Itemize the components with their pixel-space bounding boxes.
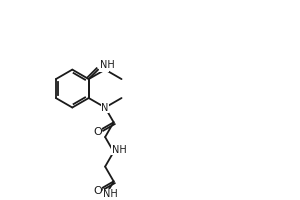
Text: N: N — [101, 103, 109, 113]
Text: NH: NH — [100, 60, 114, 70]
Text: NH: NH — [112, 145, 127, 155]
Text: NH: NH — [103, 189, 118, 199]
Text: O: O — [99, 62, 108, 72]
Text: O: O — [93, 127, 102, 137]
Text: O: O — [93, 186, 102, 196]
